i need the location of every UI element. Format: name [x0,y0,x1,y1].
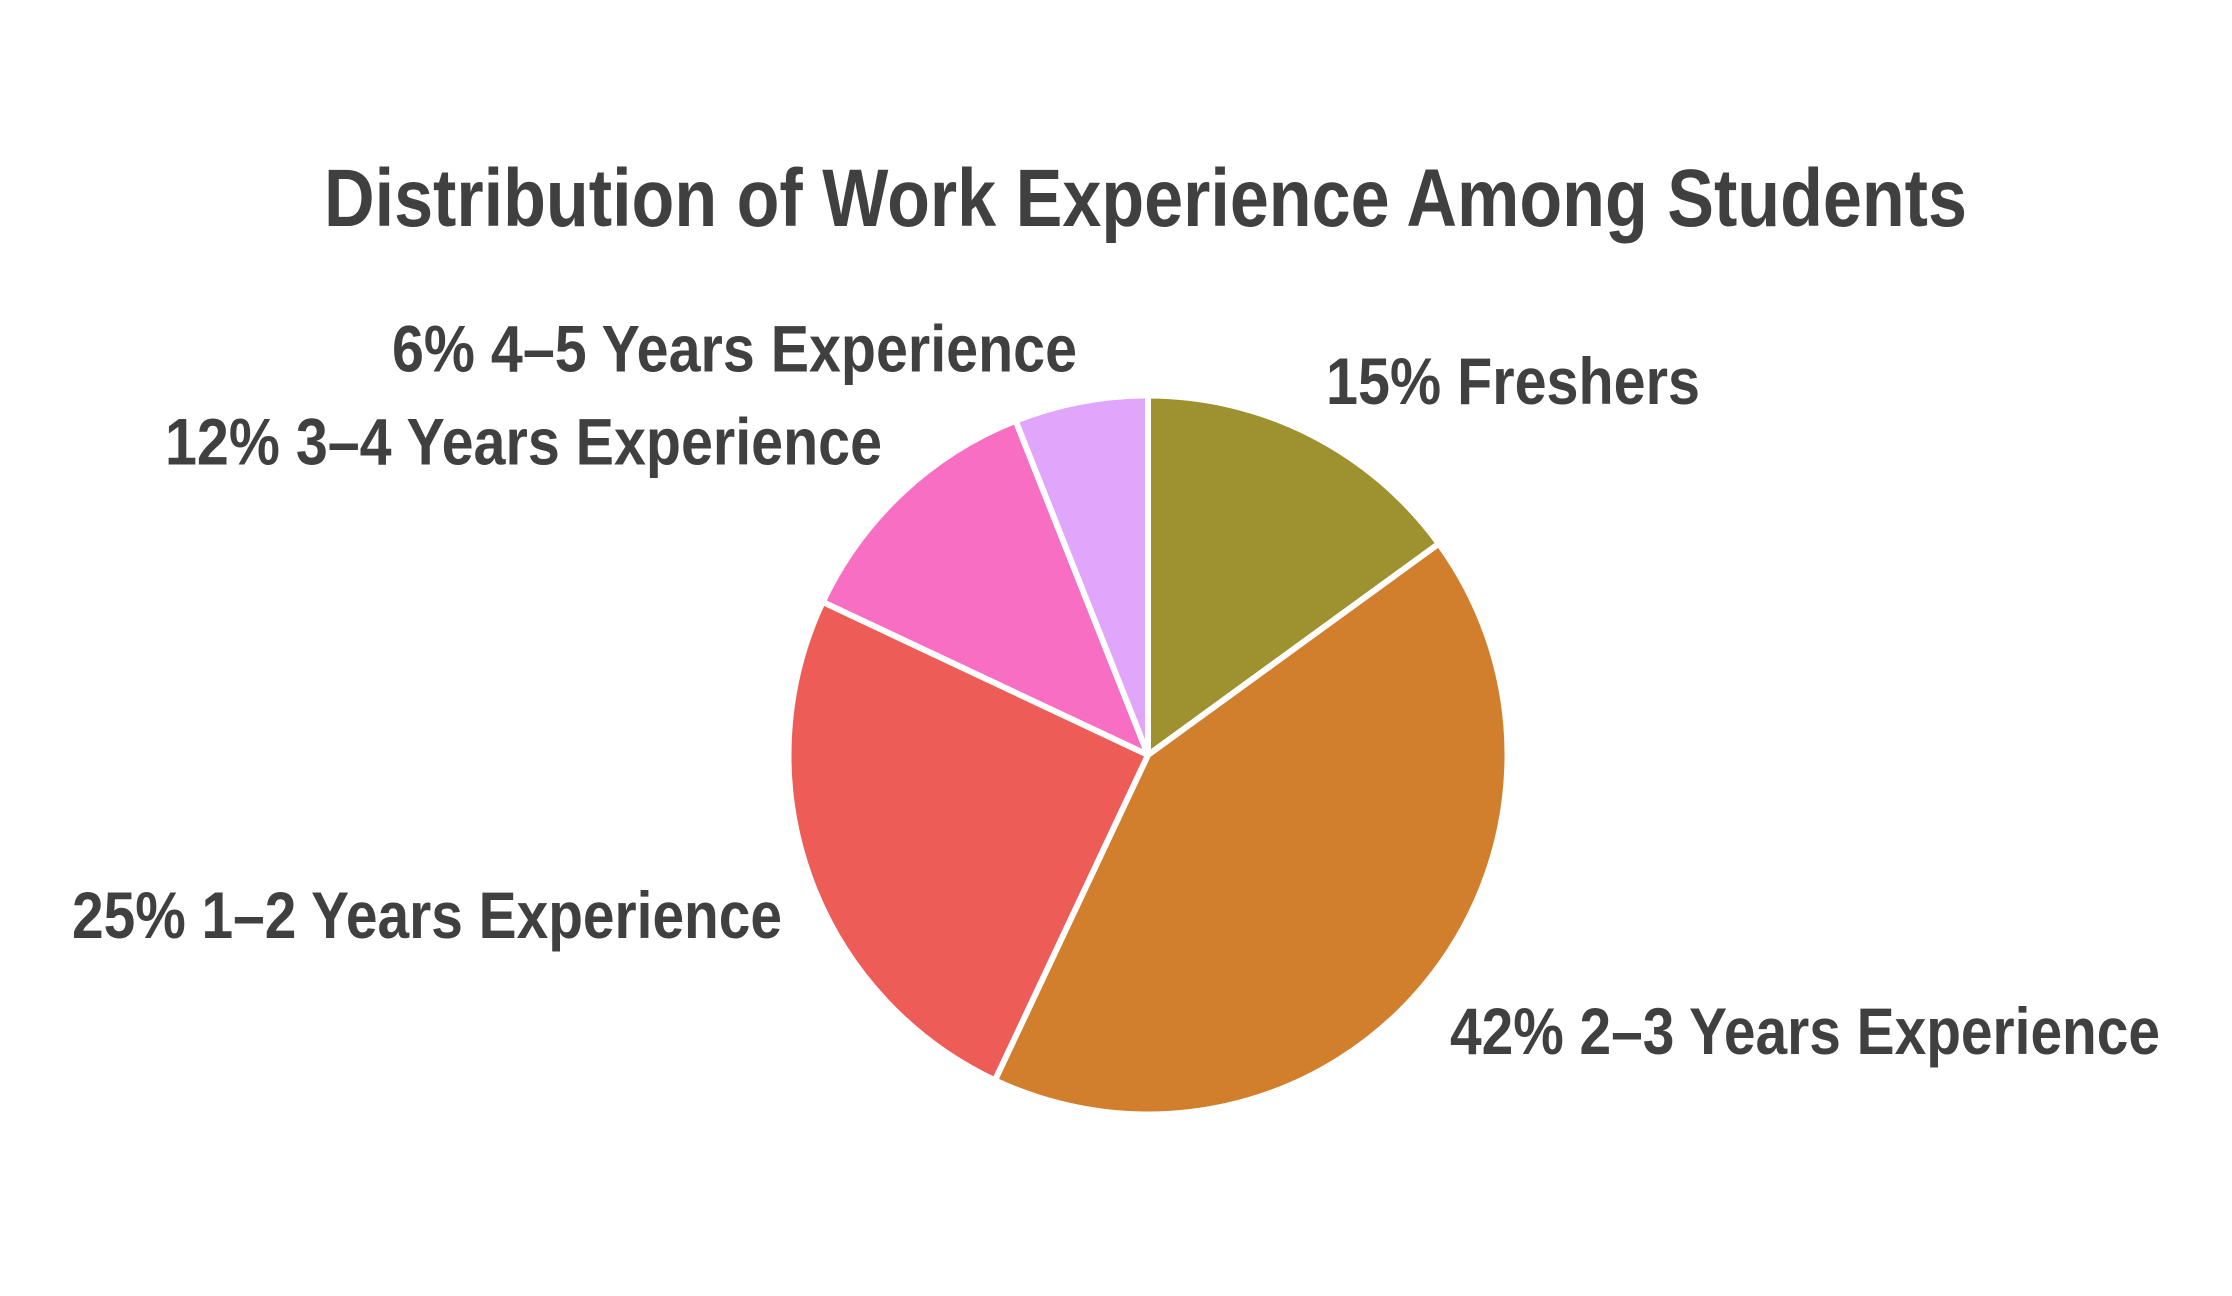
svg-text:42% 2–3 Years Experience: 42% 2–3 Years Experience [1450,994,2160,1068]
svg-text:12% 3–4 Years Experience: 12% 3–4 Years Experience [165,405,882,479]
svg-text:25% 1–2 Years Experience: 25% 1–2 Years Experience [72,878,782,952]
svg-text:15% Freshers: 15% Freshers [1326,344,1700,418]
svg-text:6% 4–5 Years Experience: 6% 4–5 Years Experience [392,312,1077,386]
svg-text:Distribution of Work Experienc: Distribution of Work Experience Among St… [324,153,1967,244]
